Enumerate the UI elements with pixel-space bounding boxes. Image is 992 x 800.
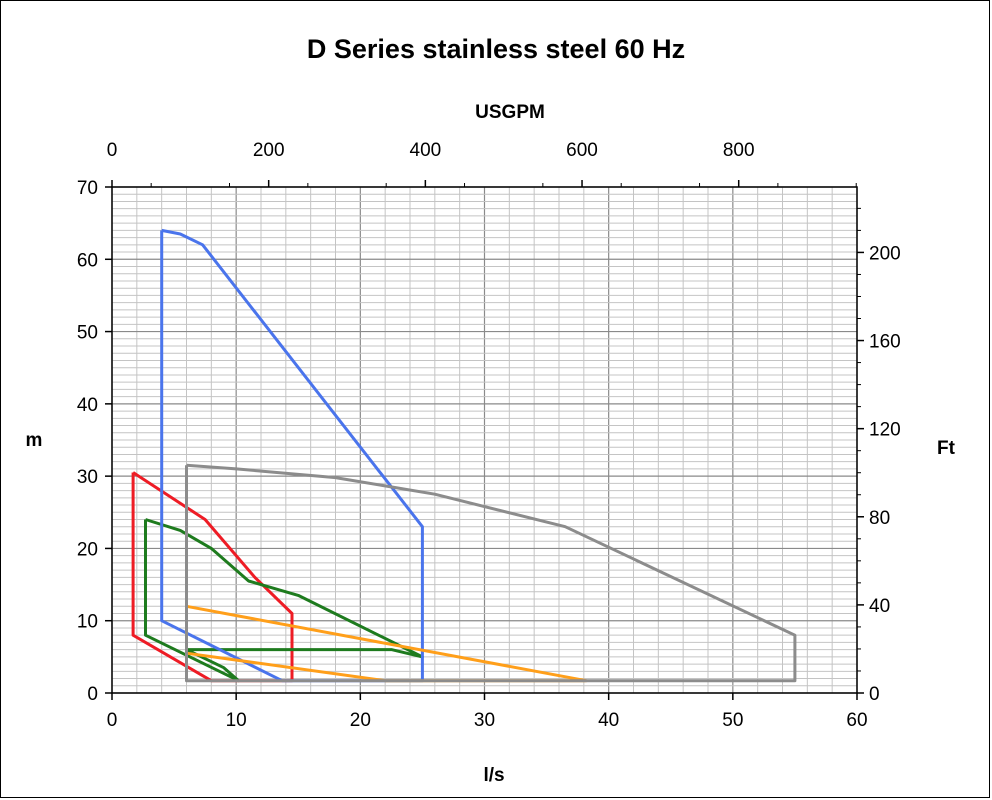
- series-line-5: [185, 463, 797, 683]
- series-line-1: [131, 471, 294, 683]
- y-tick-label: 60: [77, 250, 98, 271]
- x-tick-label: 60: [846, 710, 867, 731]
- chart-title: D Series stainless steel 60 Hz: [307, 34, 685, 64]
- y2-tick-label: 40: [869, 596, 890, 617]
- x-tick-label: 50: [722, 710, 743, 731]
- x2-tick-label: 600: [566, 140, 598, 161]
- y2-tick-label: 120: [869, 420, 901, 441]
- series-line-2: [144, 518, 424, 683]
- x-tick-label: 0: [107, 710, 118, 731]
- x2-tick-label: 200: [253, 140, 285, 161]
- x-tick-label: 30: [474, 710, 495, 731]
- x-tick-label: 20: [350, 710, 371, 731]
- y-tick-label: 20: [77, 539, 98, 560]
- x2-tick-label: 0: [107, 140, 118, 161]
- x2-tick-label: 800: [723, 140, 755, 161]
- y-axis-label: m: [26, 430, 43, 451]
- x-tick-label: 40: [598, 710, 619, 731]
- y-tick-label: 0: [87, 684, 98, 705]
- y-tick-label: 10: [77, 612, 98, 633]
- y2-tick-label: 0: [869, 684, 880, 705]
- series-line-4: [185, 604, 588, 683]
- right-axis-label: Ft: [937, 438, 956, 459]
- y-tick-label: 70: [77, 178, 98, 199]
- series-group: [131, 228, 797, 683]
- y-tick-label: 40: [77, 395, 98, 416]
- y-tick-label: 50: [77, 323, 98, 344]
- x-tick-label: 10: [226, 710, 247, 731]
- y-tick-label: 30: [77, 467, 98, 488]
- y2-tick-label: 160: [869, 332, 901, 353]
- y2-tick-label: 80: [869, 508, 890, 529]
- series-line-3: [160, 228, 424, 683]
- grid: [111, 186, 858, 694]
- x2-tick-label: 400: [410, 140, 442, 161]
- x-axis-label: l/s: [483, 765, 504, 786]
- y2-tick-label: 200: [869, 243, 901, 264]
- top-axis-label: USGPM: [475, 102, 545, 123]
